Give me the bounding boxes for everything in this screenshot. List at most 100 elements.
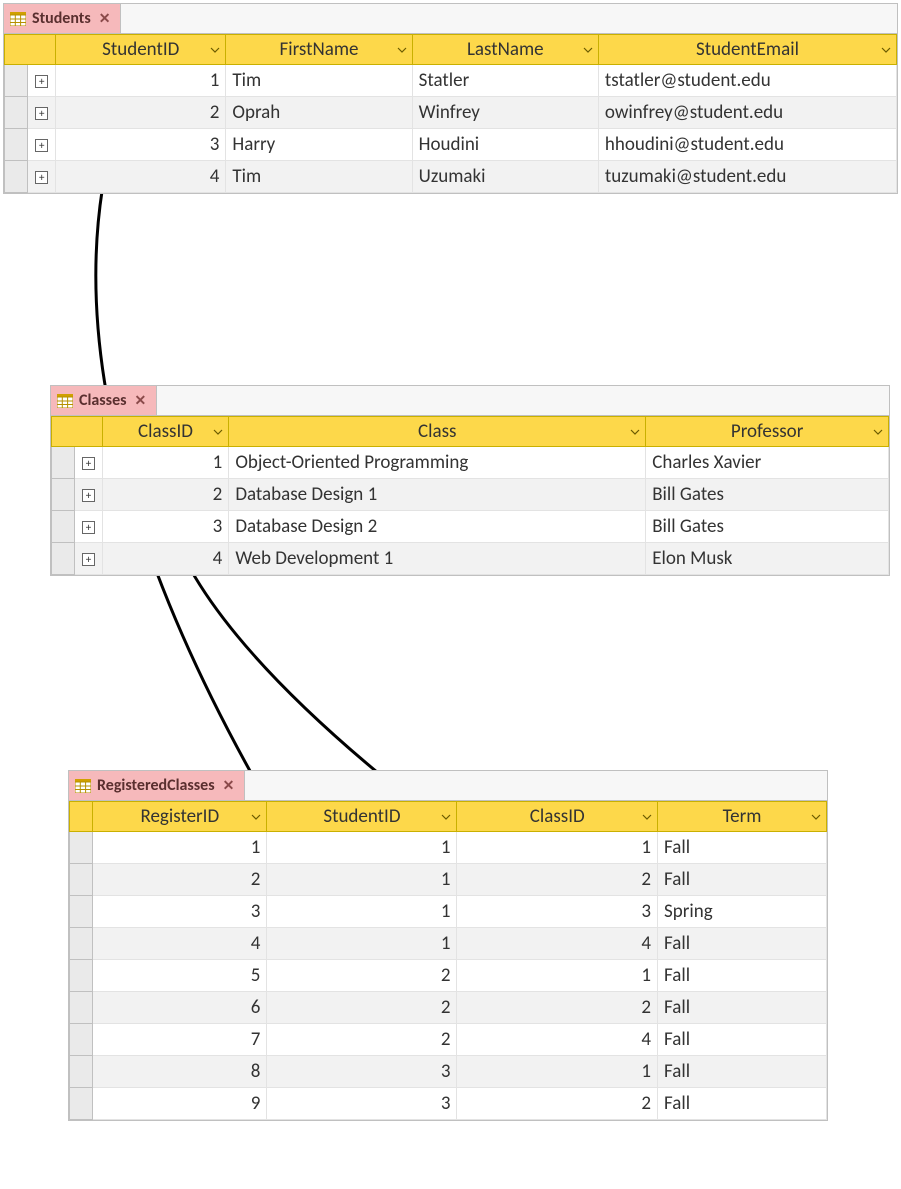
table-row[interactable]: +3Database Design 2Bill Gates [52,511,889,543]
cell[interactable]: Database Design 1 [229,479,646,511]
column-header-lastname[interactable]: LastName [412,35,598,65]
column-header-firstname[interactable]: FirstName [226,35,412,65]
cell[interactable]: 3 [267,1088,457,1120]
cell[interactable]: Fall [658,864,827,896]
chevron-down-icon[interactable] [250,811,262,823]
cell[interactable]: 2 [457,864,658,896]
column-header-studentid[interactable]: StudentID [267,802,457,832]
column-header-classid[interactable]: ClassID [102,417,229,447]
chevron-down-icon[interactable] [872,426,884,438]
row-selector[interactable] [70,1056,93,1088]
table-row[interactable]: +1TimStatlertstatler@student.edu [5,65,897,97]
cell[interactable]: 1 [267,928,457,960]
chevron-down-icon[interactable] [880,44,892,56]
cell[interactable]: 4 [93,928,267,960]
row-selector[interactable] [5,161,28,193]
row-selector[interactable] [52,479,75,511]
table-row[interactable]: 724Fall [70,1024,827,1056]
cell[interactable]: Object-Oriented Programming [229,447,646,479]
corner-selector[interactable] [52,417,103,447]
expand-icon[interactable]: + [82,457,95,470]
cell[interactable]: 1 [267,896,457,928]
row-selector[interactable] [5,65,28,97]
cell[interactable]: 2 [93,864,267,896]
cell[interactable]: Fall [658,928,827,960]
cell[interactable]: 3 [102,511,229,543]
cell[interactable]: 2 [267,1024,457,1056]
cell[interactable]: Charles Xavier [646,447,889,479]
row-selector[interactable] [52,511,75,543]
cell[interactable]: 3 [457,896,658,928]
cell[interactable]: 4 [457,928,658,960]
column-header-studentemail[interactable]: StudentEmail [598,35,896,65]
table-row[interactable]: 831Fall [70,1056,827,1088]
chevron-down-icon[interactable] [582,44,594,56]
table-row[interactable]: +1Object-Oriented ProgrammingCharles Xav… [52,447,889,479]
column-header-studentid[interactable]: StudentID [56,35,226,65]
table-row[interactable]: +4TimUzumakituzumaki@student.edu [5,161,897,193]
cell[interactable]: 3 [267,1056,457,1088]
close-icon[interactable]: ✕ [99,10,111,27]
cell[interactable]: Tim [226,65,412,97]
tab-registered[interactable]: RegisteredClasses✕ [69,771,245,800]
cell[interactable]: hhoudini@student.edu [598,129,896,161]
cell[interactable]: Fall [658,1088,827,1120]
cell[interactable]: 1 [102,447,229,479]
expand-icon[interactable]: + [35,107,48,120]
chevron-down-icon[interactable] [641,811,653,823]
column-header-term[interactable]: Term [658,802,827,832]
cell[interactable]: 5 [93,960,267,992]
row-selector[interactable] [70,832,93,864]
tab-classes[interactable]: Classes✕ [51,386,157,415]
cell[interactable]: 2 [267,960,457,992]
cell[interactable]: 2 [102,479,229,511]
column-header-classid[interactable]: ClassID [457,802,658,832]
row-selector[interactable] [5,129,28,161]
table-row[interactable]: 414Fall [70,928,827,960]
row-selector[interactable] [70,960,93,992]
cell[interactable]: Fall [658,960,827,992]
cell[interactable]: 7 [93,1024,267,1056]
cell[interactable]: tstatler@student.edu [598,65,896,97]
cell[interactable]: Fall [658,1056,827,1088]
cell[interactable]: 4 [56,161,226,193]
cell[interactable]: 9 [93,1088,267,1120]
chevron-down-icon[interactable] [209,44,221,56]
chevron-down-icon[interactable] [440,811,452,823]
cell[interactable]: Web Development 1 [229,543,646,575]
expand-icon[interactable]: + [82,489,95,502]
row-selector[interactable] [70,928,93,960]
column-header-professor[interactable]: Professor [646,417,889,447]
table-row[interactable]: +2OprahWinfreyowinfrey@student.edu [5,97,897,129]
cell[interactable]: 1 [457,960,658,992]
table-row[interactable]: 622Fall [70,992,827,1024]
table-row[interactable]: +3HarryHoudinihhoudini@student.edu [5,129,897,161]
cell[interactable]: Fall [658,1024,827,1056]
column-header-class[interactable]: Class [229,417,646,447]
close-icon[interactable]: ✕ [135,392,147,409]
row-selector[interactable] [52,543,75,575]
cell[interactable]: Database Design 2 [229,511,646,543]
cell[interactable]: Spring [658,896,827,928]
close-icon[interactable]: ✕ [223,777,235,794]
table-row[interactable]: +4Web Development 1Elon Musk [52,543,889,575]
row-selector[interactable] [5,97,28,129]
cell[interactable]: Tim [226,161,412,193]
cell[interactable]: tuzumaki@student.edu [598,161,896,193]
cell[interactable]: 2 [267,992,457,1024]
cell[interactable]: 2 [56,97,226,129]
table-row[interactable]: +2Database Design 1Bill Gates [52,479,889,511]
cell[interactable]: 2 [457,1088,658,1120]
cell[interactable]: Statler [412,65,598,97]
cell[interactable]: 4 [457,1024,658,1056]
cell[interactable]: 6 [93,992,267,1024]
chevron-down-icon[interactable] [810,811,822,823]
cell[interactable]: Fall [658,992,827,1024]
cell[interactable]: Bill Gates [646,479,889,511]
expand-icon[interactable]: + [82,521,95,534]
tab-students[interactable]: Students✕ [4,4,121,33]
cell[interactable]: 2 [457,992,658,1024]
cell[interactable]: 4 [102,543,229,575]
table-row[interactable]: 932Fall [70,1088,827,1120]
corner-selector[interactable] [70,802,93,832]
